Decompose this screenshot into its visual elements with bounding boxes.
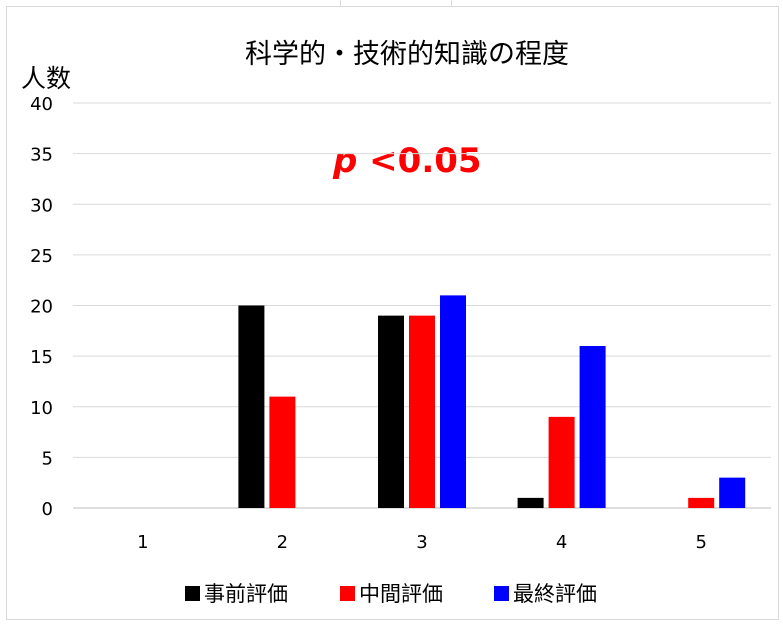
bar-3-series-1 bbox=[378, 315, 404, 508]
gridlines bbox=[73, 102, 771, 509]
legend-swatch-1 bbox=[185, 586, 200, 601]
legend-swatch-2 bbox=[340, 586, 355, 601]
p-threshold: <0.05 bbox=[357, 141, 481, 181]
bar-3-series-3 bbox=[440, 295, 466, 508]
bar-chart: 科学的・技術的知識の程度 人数 p <0.05 0510152025303540… bbox=[21, 39, 771, 606]
x-tick-1: 1 bbox=[137, 532, 148, 553]
y-tick-15: 15 bbox=[30, 347, 53, 368]
legend-label-1: 事前評価 bbox=[204, 582, 288, 606]
y-tick-40: 40 bbox=[30, 94, 53, 115]
x-tick-4: 4 bbox=[556, 532, 567, 553]
y-tick-labels: 0 5 10 15 20 25 30 35 40 bbox=[30, 94, 53, 520]
bar-4-series-2 bbox=[548, 416, 575, 508]
y-tick-35: 35 bbox=[30, 145, 53, 166]
y-tick-30: 30 bbox=[30, 195, 53, 216]
x-tick-5: 5 bbox=[695, 532, 706, 553]
x-tick-labels: 1 2 3 4 5 bbox=[137, 532, 707, 553]
y-tick-10: 10 bbox=[30, 398, 53, 419]
legend-swatch-3 bbox=[494, 586, 509, 601]
bar-5-series-2 bbox=[688, 497, 715, 508]
y-tick-20: 20 bbox=[30, 297, 53, 318]
x-tick-3: 3 bbox=[416, 532, 427, 553]
y-tick-25: 25 bbox=[30, 246, 53, 267]
p-value-annotation: p <0.05 bbox=[332, 141, 482, 181]
y-tick-0: 0 bbox=[42, 499, 53, 520]
bar-4-series-1 bbox=[517, 497, 544, 508]
bar-5-series-3 bbox=[719, 477, 746, 508]
bars bbox=[238, 295, 746, 508]
legend-label-2: 中間評価 bbox=[359, 582, 443, 606]
y-tick-5: 5 bbox=[42, 448, 53, 469]
bar-4-series-3 bbox=[579, 346, 606, 508]
chart-title: 科学的・技術的知識の程度 bbox=[245, 39, 569, 70]
legend-label-3: 最終評価 bbox=[513, 582, 597, 606]
bar-2-series-2 bbox=[269, 396, 296, 508]
chart-frame: 科学的・技術的知識の程度 人数 p <0.05 0 5 10 15 20 25 30 35 40… bbox=[6, 6, 779, 620]
y-axis-label: 人数 bbox=[21, 64, 71, 93]
x-tick-2: 2 bbox=[277, 532, 288, 553]
bar-3-series-2 bbox=[409, 315, 435, 508]
bar-2-series-1 bbox=[238, 305, 265, 508]
p-symbol: p bbox=[332, 141, 357, 181]
legend: 事前評価 中間評価 最終評価 bbox=[185, 582, 597, 606]
